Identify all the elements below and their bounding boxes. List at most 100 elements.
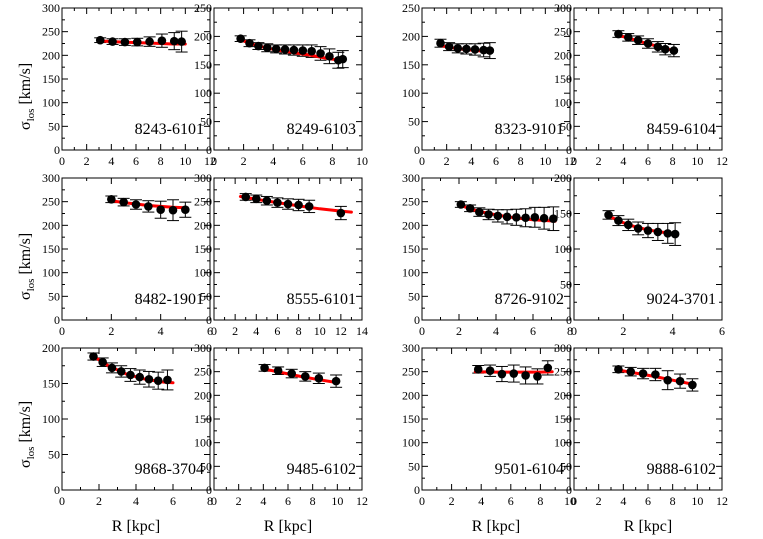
y-tick-label: 250 — [554, 365, 572, 379]
y-tick-label: 200 — [42, 48, 60, 62]
y-tick-label: 50 — [48, 289, 60, 303]
y-tick-label: 300 — [554, 341, 572, 355]
x-tick-label: 6 — [719, 324, 725, 338]
y-tick-label: 300 — [402, 341, 420, 355]
data-point — [521, 213, 530, 223]
y-tick-label: 50 — [560, 119, 572, 133]
data-point — [473, 365, 483, 374]
y-tick-label: 150 — [194, 412, 212, 426]
data-point — [669, 46, 679, 55]
x-tick-label: 12 — [335, 324, 347, 338]
x-tick-label: 8 — [518, 154, 524, 168]
data-point — [169, 36, 179, 46]
y-tick-label: 250 — [194, 1, 212, 15]
y-tick-label: 50 — [408, 115, 420, 129]
panel-8555-6101: 0 2 4 6 8 10 12 14 0 50 100 150 200 250 300 8555-6101 — [194, 171, 368, 338]
data-point — [626, 367, 636, 376]
y-tick-label: 250 — [402, 1, 420, 15]
x-tick-label: 2 — [84, 154, 90, 168]
data-point — [653, 42, 663, 52]
y-tick-label: 50 — [408, 459, 420, 473]
galaxy-id-label: 9501-6104 — [495, 461, 564, 478]
data-point — [331, 376, 341, 386]
data-point — [444, 42, 454, 51]
x-tick-label: 8 — [310, 494, 316, 508]
y-tick-label: 200 — [42, 218, 60, 232]
data-point — [653, 227, 663, 237]
x-tick-label: 12 — [204, 154, 216, 168]
x-tick-label: 0 — [419, 154, 425, 168]
y-tick-label: 0 — [206, 143, 212, 157]
y-tick-label: 150 — [402, 242, 420, 256]
y-tick-label: 150 — [554, 72, 572, 86]
y-tick-label: 250 — [402, 195, 420, 209]
y-axis-title-row-3: σlos [km/s] — [17, 401, 37, 468]
x-axis-title-col-1: R [kpc] — [112, 518, 160, 535]
x-tick-label: 0 — [59, 154, 65, 168]
x-axis-title-col-2: R [kpc] — [264, 518, 312, 535]
data-point — [614, 365, 623, 374]
y-tick-label: 100 — [554, 96, 572, 110]
data-point — [153, 376, 163, 385]
data-point — [251, 194, 261, 204]
y-tick-label: 0 — [566, 483, 572, 497]
x-tick-label: 4 — [158, 324, 164, 338]
data-point — [325, 51, 334, 61]
galaxy-id-label: 9888-6102 — [647, 461, 716, 478]
data-point — [633, 224, 643, 233]
x-tick-label: 6 — [493, 154, 499, 168]
galaxy-id-label: 9485-6102 — [287, 461, 356, 478]
galaxy-id-label: 8459-6104 — [647, 121, 716, 138]
data-point — [273, 366, 283, 376]
y-axis-title-row-1: σlos [km/s] — [17, 63, 37, 130]
galaxy-id-label: 9868-3704 — [135, 461, 204, 478]
data-point — [675, 376, 685, 386]
galaxy-id-label: 9024-3701 — [647, 291, 716, 308]
x-tick-label: 0 — [571, 494, 577, 508]
y-title-unit: [km/s] — [17, 401, 34, 447]
data-point — [126, 370, 135, 380]
data-point — [107, 195, 116, 204]
x-tick-label: 12 — [356, 494, 368, 508]
data-point — [245, 38, 254, 48]
y-tick-label: 0 — [54, 483, 60, 497]
data-point — [604, 210, 613, 220]
x-tick-label: 10 — [331, 494, 343, 508]
x-tick-label: 6 — [508, 494, 514, 508]
data-point — [688, 380, 697, 390]
y-tick-label: 100 — [42, 412, 60, 426]
y-tick-label: 300 — [42, 171, 60, 185]
data-point — [314, 373, 324, 383]
galaxy-id-label: 8482-1901 — [135, 291, 204, 308]
x-tick-label: 4 — [253, 324, 259, 338]
y-tick-label: 200 — [402, 388, 420, 402]
panel-frame — [213, 7, 363, 151]
panel-frame — [213, 347, 363, 491]
data-point — [479, 45, 488, 55]
data-point — [462, 44, 471, 54]
y-tick-label: 200 — [402, 218, 420, 232]
data-point — [493, 211, 503, 221]
data-point — [163, 375, 172, 385]
y-tick-label: 300 — [42, 1, 60, 15]
data-point — [98, 357, 107, 367]
x-tick-label: 8 — [670, 494, 676, 508]
y-tick-label: 0 — [566, 313, 572, 327]
data-point — [549, 214, 558, 224]
y-tick-label: 100 — [194, 436, 212, 450]
x-tick-label: 4 — [478, 494, 484, 508]
data-point — [485, 46, 495, 55]
data-point — [254, 41, 263, 51]
y-tick-label: 150 — [194, 58, 212, 72]
panel-frame — [61, 347, 211, 491]
data-point — [95, 35, 105, 45]
panel-9485-6102: 0 2 4 6 8 10 12 0 50 100 150 200 250 300 9485-6102 — [194, 341, 368, 508]
x-tick-label: 10 — [564, 494, 576, 508]
data-point — [497, 369, 507, 379]
y-tick-label: 250 — [194, 365, 212, 379]
x-tick-label: 2 — [232, 324, 238, 338]
x-tick-label: 2 — [241, 154, 247, 168]
